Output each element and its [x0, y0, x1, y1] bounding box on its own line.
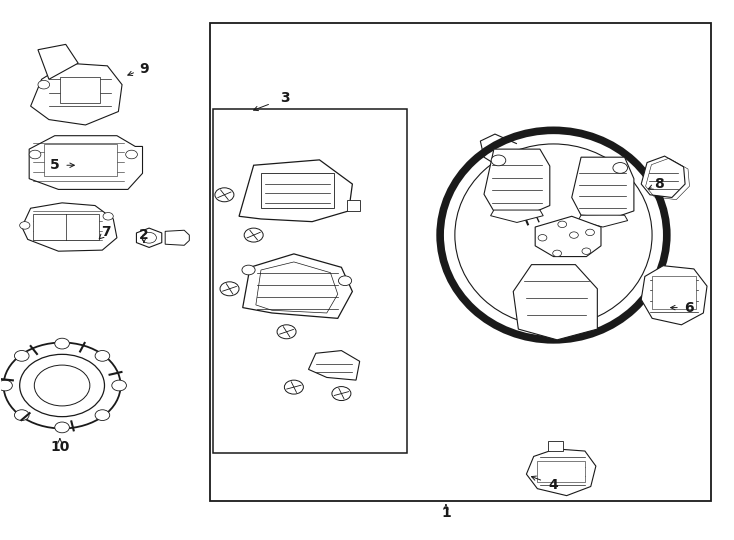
Circle shape	[613, 163, 628, 173]
Polygon shape	[490, 210, 543, 222]
Polygon shape	[572, 157, 634, 218]
Circle shape	[20, 221, 30, 229]
Circle shape	[95, 410, 109, 421]
Text: 5: 5	[50, 158, 59, 172]
Polygon shape	[484, 149, 550, 214]
Circle shape	[332, 387, 351, 401]
Bar	[653, 276, 696, 309]
Bar	[44, 144, 117, 176]
Circle shape	[20, 354, 104, 417]
Circle shape	[29, 150, 41, 159]
Bar	[214, 109, 407, 453]
Polygon shape	[22, 203, 117, 251]
Circle shape	[338, 276, 352, 286]
Polygon shape	[513, 265, 597, 340]
Polygon shape	[31, 63, 122, 125]
Ellipse shape	[440, 130, 666, 340]
Ellipse shape	[455, 144, 652, 326]
Polygon shape	[243, 254, 352, 319]
Circle shape	[244, 228, 264, 242]
Bar	[60, 77, 100, 104]
Circle shape	[112, 380, 126, 391]
Polygon shape	[535, 217, 601, 256]
Circle shape	[15, 410, 29, 421]
Polygon shape	[642, 156, 685, 198]
Polygon shape	[137, 228, 161, 247]
Polygon shape	[526, 449, 596, 496]
Circle shape	[491, 155, 506, 166]
Circle shape	[38, 80, 50, 89]
Bar	[548, 441, 563, 451]
Text: 2: 2	[139, 228, 149, 242]
Circle shape	[570, 232, 578, 238]
Circle shape	[538, 234, 547, 241]
Circle shape	[55, 338, 70, 349]
Text: 9: 9	[139, 62, 149, 76]
Bar	[210, 23, 711, 501]
Polygon shape	[165, 230, 189, 245]
Circle shape	[553, 250, 562, 256]
Circle shape	[277, 325, 296, 339]
Circle shape	[215, 188, 234, 202]
Bar	[261, 173, 334, 208]
Text: 4: 4	[548, 478, 559, 492]
Text: 10: 10	[50, 440, 70, 454]
Circle shape	[55, 422, 70, 433]
Polygon shape	[38, 44, 78, 79]
Polygon shape	[347, 200, 360, 211]
Circle shape	[0, 380, 12, 391]
Text: 1: 1	[441, 506, 451, 520]
Circle shape	[142, 232, 156, 243]
Circle shape	[242, 265, 255, 275]
Bar	[33, 214, 98, 240]
Text: 8: 8	[655, 177, 664, 191]
Polygon shape	[29, 136, 142, 190]
Circle shape	[582, 248, 591, 254]
Polygon shape	[642, 266, 707, 325]
Circle shape	[586, 229, 595, 235]
Circle shape	[126, 150, 137, 159]
Circle shape	[284, 380, 303, 394]
Circle shape	[220, 282, 239, 296]
Circle shape	[95, 350, 109, 361]
Polygon shape	[239, 160, 352, 221]
Circle shape	[15, 350, 29, 361]
Text: 6: 6	[684, 301, 694, 315]
Text: 3: 3	[280, 91, 290, 105]
Circle shape	[103, 213, 113, 220]
Circle shape	[34, 365, 90, 406]
Bar	[537, 461, 585, 482]
Circle shape	[558, 221, 567, 227]
Circle shape	[4, 342, 120, 428]
Text: 7: 7	[101, 225, 111, 239]
Polygon shape	[578, 215, 628, 227]
Polygon shape	[308, 350, 360, 380]
